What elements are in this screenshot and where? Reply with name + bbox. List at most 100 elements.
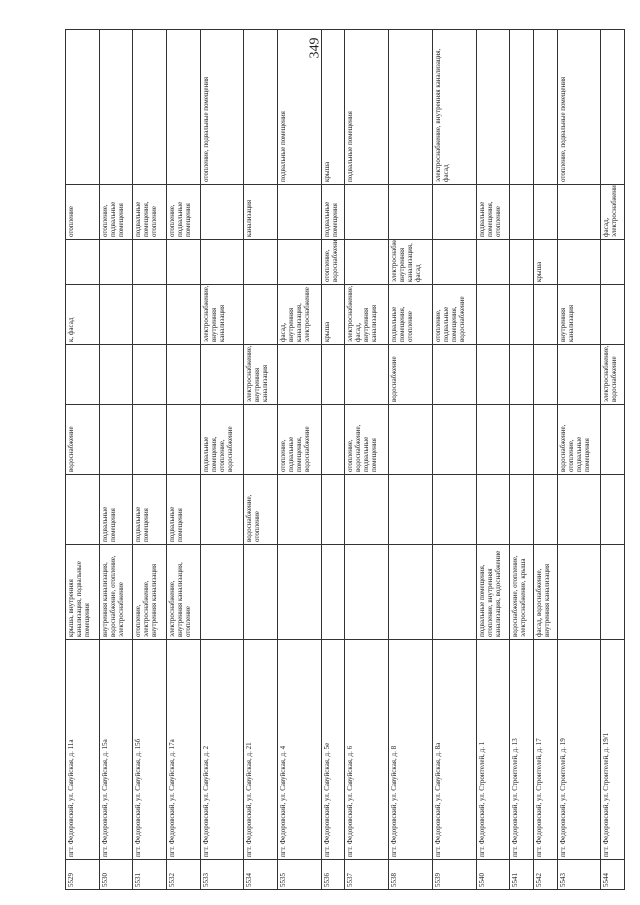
row-number: 5543: [557, 859, 601, 890]
cell: подвальные помещения, отопление, внутрен…: [476, 544, 510, 640]
table-row: 5529 пгт. Федоровский, ул. Савуйская, д. …: [65, 29, 100, 890]
cell: [600, 29, 625, 185]
cell: электроснабжение, внутренняя канализация: [200, 284, 244, 345]
cell: подвальные помещения: [321, 184, 345, 240]
cell: [432, 544, 476, 640]
address: пгт. Федоровский, ул. Савуйская, д. 15б: [132, 639, 167, 860]
cell: [200, 239, 244, 285]
cell: [344, 184, 389, 240]
cell: электроснабжение, внутренняя канализация…: [388, 239, 433, 285]
cell: [557, 239, 601, 285]
cell: [243, 284, 278, 345]
cell: крыша: [533, 239, 558, 285]
cell: [99, 344, 133, 405]
cell: подвальные помещения: [99, 474, 133, 545]
table: 5529 пгт. Федоровский, ул. Савуйская, д. …: [65, 29, 625, 890]
cell: фасад, водоснабжение, внутренняя канализ…: [533, 544, 558, 640]
cell: [166, 284, 201, 345]
cell: [166, 29, 201, 185]
row-number: 5532: [166, 859, 201, 890]
cell: [600, 544, 625, 640]
cell: подвальные помещения: [132, 474, 167, 545]
address: пгт. Федоровский, ул. Савуйская, д. 4: [277, 639, 322, 860]
table-row: 5535 пгт. Федоровский, ул. Савуйская, д. …: [277, 29, 322, 890]
cell: электроснабжение, внутренняя канализация…: [166, 544, 201, 640]
cell: [277, 239, 322, 285]
cell: подвальные помещения, отопление, водосна…: [200, 404, 244, 475]
cell: отопление, подвальные помещения: [99, 184, 133, 240]
cell: [243, 29, 278, 185]
cell: крыша, внутренняя канализация, подвальны…: [65, 544, 100, 640]
cell: [321, 474, 345, 545]
cell: фасад, внутренняя канализация, электросн…: [277, 284, 322, 345]
cell: крыша: [321, 284, 345, 345]
cell: [476, 29, 510, 185]
cell: [277, 474, 322, 545]
table-wrap: 5529 пгт. Федоровский, ул. Савуйская, д. …: [65, 29, 625, 890]
cell: подвальные помещения: [166, 474, 201, 545]
table-row: 5537 пгт. Федоровский, ул. Савуйская, д. …: [344, 29, 389, 890]
cell: [533, 184, 558, 240]
cell: электроснабжение, фасад, внутренняя кана…: [344, 284, 389, 345]
cell: отопление, электроснабжение, внутренняя …: [132, 544, 167, 640]
cell: [533, 29, 558, 185]
cell: [277, 544, 322, 640]
cell: канализация: [243, 184, 278, 240]
cell: [476, 239, 510, 285]
cell: [200, 344, 244, 405]
row-number: 5531: [132, 859, 167, 890]
cell: [509, 344, 534, 405]
cell: к, фасад: [65, 284, 100, 345]
cell: [166, 239, 201, 285]
cell: [200, 184, 244, 240]
address: пгт. Федоровский, ул. Строителей, д. 13: [509, 639, 534, 860]
cell: отопление, подвальные помещения: [200, 29, 244, 185]
cell: [388, 474, 433, 545]
cell: водоснабжение, отопление: [243, 474, 278, 545]
table-row: 5531 пгт. Федоровский, ул. Савуйская, д. …: [132, 29, 167, 890]
table-row: 5533 пгт. Федоровский, ул. Савуйская, д. …: [200, 29, 244, 890]
cell: [509, 404, 534, 475]
table-row: 5530 пгт. Федоровский, ул. Савуйская, д. …: [99, 29, 133, 890]
table-row: 5539 пгт. Федоровский, ул. Савуйская, д. …: [432, 29, 476, 890]
cell: [99, 29, 133, 185]
cell: подвальные помещения, отопление: [132, 184, 167, 240]
cell: [344, 344, 389, 405]
row-number: 5536: [321, 859, 345, 890]
cell: [344, 239, 389, 285]
cell: крыша: [321, 29, 345, 185]
row-number: 5538: [388, 859, 433, 890]
cell: отопление: [65, 184, 100, 240]
cell: [476, 284, 510, 345]
cell: отопление, водоснабжение: [321, 239, 345, 285]
cell: [388, 184, 433, 240]
cell: [476, 474, 510, 545]
table-row: 5541 пгт. Федоровский, ул. Строителей, д.…: [509, 29, 534, 890]
cell: [99, 284, 133, 345]
cell: [557, 474, 601, 545]
table-row: 5542 пгт. Федоровский, ул. Строителей, д.…: [533, 29, 558, 890]
cell: [557, 184, 601, 240]
cell: отопление, подвальные помещения, водосна…: [277, 404, 322, 475]
table-row: 5544 пгт. Федоровский, ул. Строителей, д.…: [600, 29, 625, 890]
cell: [533, 284, 558, 345]
cell: [509, 184, 534, 240]
address: пгт. Федоровский, ул. Савуйская, д. 6: [344, 639, 389, 860]
cell: [65, 29, 100, 185]
cell: подвальные помещения, отопление: [388, 284, 433, 345]
address: пгт. Федоровский, ул. Строителей, д. 19: [557, 639, 601, 860]
cell: [200, 474, 244, 545]
cell: [166, 404, 201, 475]
row-number: 5537: [344, 859, 389, 890]
cell: подвальные помещения: [277, 29, 322, 185]
cell: водоснабжение, отопление, подвальные пом…: [557, 404, 601, 475]
table-row: 5532 пгт. Федоровский, ул. Савуйская, д. …: [166, 29, 201, 890]
cell: [277, 184, 322, 240]
cell: [432, 184, 476, 240]
cell: [533, 404, 558, 475]
row-number: 5535: [277, 859, 322, 890]
table-row: 5534 пгт. Федоровский, ул. Савуйская, д. …: [243, 29, 278, 890]
address: пгт. Федоровский, ул. Савуйская, д. 11а: [65, 639, 100, 860]
address: пгт. Федоровский, ул. Савуйская, д. 17а: [166, 639, 201, 860]
cell: электроснабжение, водоснабжение: [600, 344, 625, 405]
